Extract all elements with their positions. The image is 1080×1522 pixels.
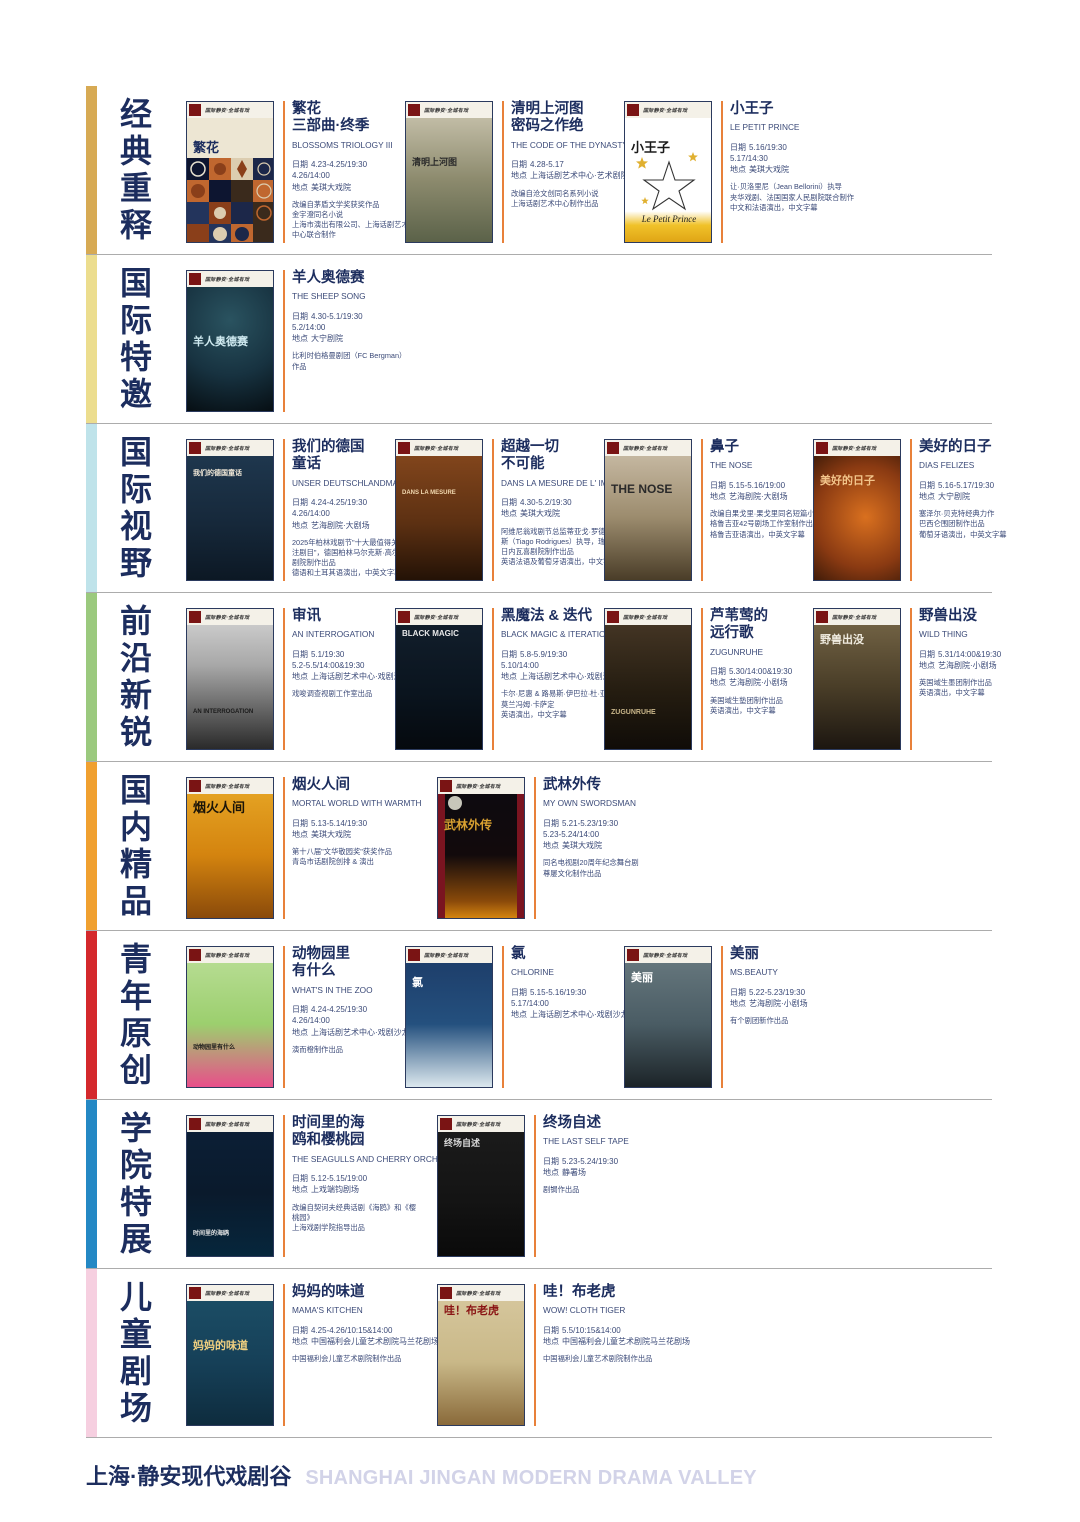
svg-text:Le Petit Prince: Le Petit Prince: [641, 214, 696, 224]
